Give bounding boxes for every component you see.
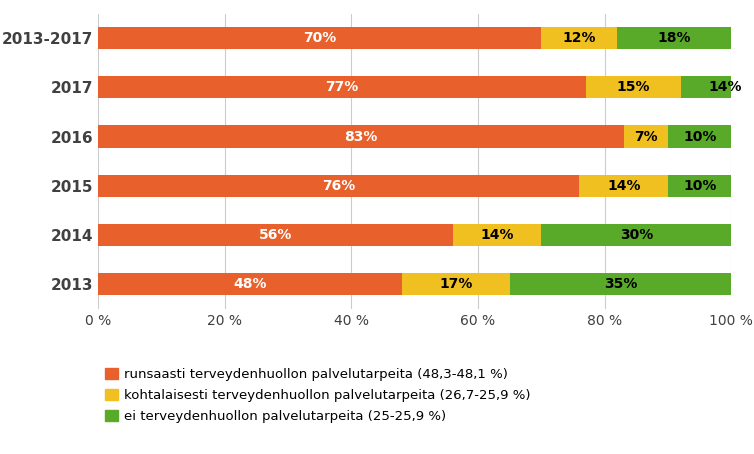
Text: 17%: 17% — [439, 277, 473, 291]
Text: 77%: 77% — [325, 80, 358, 94]
Bar — [510, 273, 731, 295]
Text: 14%: 14% — [480, 228, 513, 242]
Text: 30%: 30% — [620, 228, 653, 242]
Bar — [98, 224, 452, 246]
Bar — [624, 125, 668, 148]
Bar — [98, 125, 624, 148]
Bar — [98, 175, 579, 197]
Legend: runsaasti terveydenhuollon palvelutarpeita (48,3-48,1 %), kohtalaisesti terveyde: runsaasti terveydenhuollon palvelutarpei… — [105, 369, 531, 423]
Text: 12%: 12% — [562, 31, 596, 45]
Text: 56%: 56% — [259, 228, 292, 242]
Text: 10%: 10% — [683, 179, 716, 193]
Bar — [402, 273, 510, 295]
Text: 76%: 76% — [322, 179, 355, 193]
Text: 15%: 15% — [617, 80, 650, 94]
Bar — [541, 224, 731, 246]
Bar — [586, 76, 681, 99]
Bar — [668, 125, 731, 148]
Bar — [668, 175, 731, 197]
Bar — [579, 175, 668, 197]
Text: 48%: 48% — [233, 277, 267, 291]
Text: 14%: 14% — [708, 80, 742, 94]
Text: 83%: 83% — [344, 129, 378, 143]
Bar — [541, 27, 618, 49]
Text: 10%: 10% — [683, 129, 716, 143]
Text: 14%: 14% — [607, 179, 640, 193]
Text: 35%: 35% — [604, 277, 637, 291]
Bar — [98, 27, 541, 49]
Bar — [681, 76, 754, 99]
Text: 70%: 70% — [303, 31, 336, 45]
Bar — [452, 224, 541, 246]
Text: 7%: 7% — [634, 129, 657, 143]
Bar — [98, 273, 402, 295]
Bar — [618, 27, 731, 49]
Bar — [98, 76, 586, 99]
Text: 18%: 18% — [657, 31, 691, 45]
